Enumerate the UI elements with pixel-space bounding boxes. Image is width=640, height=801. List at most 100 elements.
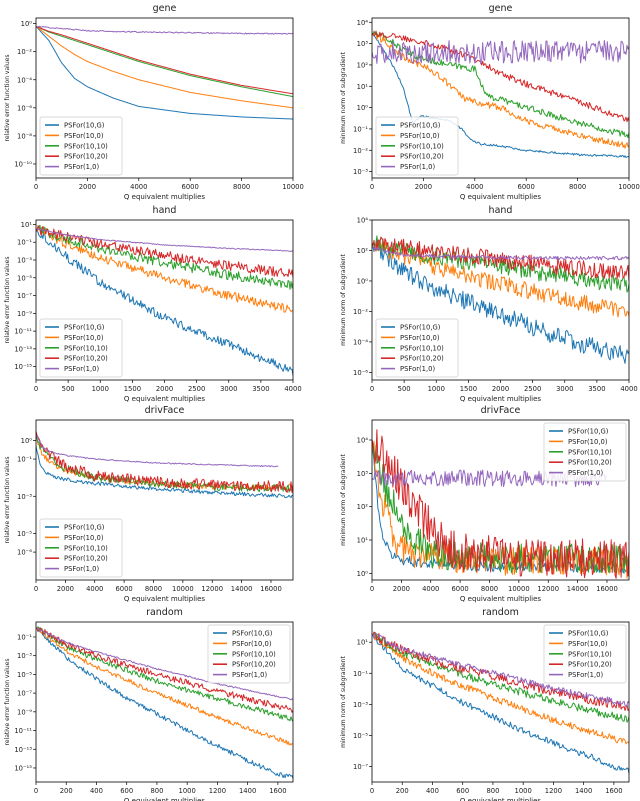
plot-frame xyxy=(371,17,630,179)
y-tick-label: 10⁻⁵ xyxy=(17,274,32,282)
series-line-40 xyxy=(372,633,629,708)
x-tick-label: 3500 xyxy=(588,385,605,393)
series-line-21 xyxy=(36,445,293,499)
y-tick-label: 10² xyxy=(357,503,369,511)
chart-2: gene Q equivalent multiplies minimum norm … xyxy=(340,3,640,201)
chart-8: random Q equivalent multiplies minimum nor… xyxy=(340,607,630,801)
x-tick-label: 4000 xyxy=(620,385,637,393)
x-axis-label: Q equivalent multiplies xyxy=(124,193,205,201)
y-tick-label: 10⁻⁵ xyxy=(17,671,32,679)
y-tick-label: 10⁻⁸ xyxy=(17,132,32,140)
legend-label: PSFor(10,20) xyxy=(400,153,444,161)
y-tick-label: 10⁻³ xyxy=(353,168,368,176)
x-tick-label: 6000 xyxy=(518,183,535,191)
chart-7: random Q equivalent multiplies relative er… xyxy=(4,607,294,801)
x-tick-label: 10000 xyxy=(618,183,640,191)
legend-label: PSFor(1,0) xyxy=(232,671,267,679)
series-line-35 xyxy=(36,627,293,701)
y-tick-label: 10¹ xyxy=(357,83,369,91)
x-tick-label: 1000 xyxy=(92,385,109,393)
y-axis-label: minimum norm of subgradient xyxy=(340,52,347,144)
legend: PSFor(10,G) PSFor(10,0) PSFor(10,10) PSFor(… xyxy=(39,318,123,378)
x-tick-label: 10000 xyxy=(172,585,194,593)
x-tick-label: 16000 xyxy=(596,585,618,593)
chart-title: hand xyxy=(153,205,177,216)
x-tick-label: 4000 xyxy=(422,585,439,593)
y-tick-label: 10⁻⁹ xyxy=(17,708,32,716)
legend: PSFor(10,G) PSFor(10,0) PSFor(10,10) PSFor(… xyxy=(375,116,459,176)
series-line-31 xyxy=(36,627,293,779)
x-tick-label: 0 xyxy=(370,585,374,593)
y-tick-label: 10⁻¹¹ xyxy=(14,328,32,336)
series-lines xyxy=(372,235,629,364)
legend-label: PSFor(1,0) xyxy=(64,365,99,373)
plot-frame xyxy=(371,419,630,581)
x-tick-label: 8000 xyxy=(569,183,586,191)
series-lines xyxy=(36,25,293,120)
legend: PSFor(10,G) PSFor(10,0) PSFor(10,10) PSFor(… xyxy=(543,422,627,482)
legend-label: PSFor(10,20) xyxy=(400,355,444,363)
series-lines xyxy=(36,431,293,499)
x-axis-label: Q equivalent multiplies xyxy=(460,595,541,603)
legend-box xyxy=(375,116,459,176)
y-tick-label: 10⁻⁵ xyxy=(17,530,32,538)
series-line-11 xyxy=(36,228,293,376)
y-tick-label: 10⁻¹⁵ xyxy=(14,764,32,772)
x-tick-label: 0 xyxy=(34,787,38,795)
y-tick-label: 10⁻⁶ xyxy=(17,549,32,557)
y-tick-label: 10⁻⁷ xyxy=(353,763,368,771)
legend-label: PSFor(10,G) xyxy=(64,324,105,332)
x-tick-label: 2000 xyxy=(415,183,432,191)
legend-label: PSFor(1,0) xyxy=(64,565,99,573)
y-tick-label: 10¹ xyxy=(357,537,369,545)
series-line-34 xyxy=(36,627,293,713)
x-axis-label: Q equivalent multiplies xyxy=(124,595,205,603)
x-tick-label: 2000 xyxy=(79,183,96,191)
y-tick-label: 10⁻⁹ xyxy=(17,310,32,318)
legend: PSFor(10,G) PSFor(10,0) PSFor(10,10) PSFor(… xyxy=(39,116,123,176)
x-tick-label: 2500 xyxy=(188,385,205,393)
y-tick-label: 10⁻³ xyxy=(353,701,368,709)
legend-label: PSFor(10,10) xyxy=(232,650,276,658)
x-tick-label: 1000 xyxy=(515,787,532,795)
y-tick-label: 10⁻⁷ xyxy=(17,292,32,300)
series-lines xyxy=(372,429,629,579)
legend-box xyxy=(375,318,459,378)
series-line-36 xyxy=(372,634,629,774)
series-line-4 xyxy=(36,25,293,95)
legend-label: PSFor(10,G) xyxy=(64,524,105,532)
series-line-3 xyxy=(36,25,293,98)
series-line-14 xyxy=(36,225,293,278)
y-tick-label: 10⁰ xyxy=(21,20,33,28)
y-tick-label: 10² xyxy=(357,61,369,69)
series-line-18 xyxy=(372,235,629,293)
x-tick-label: 1500 xyxy=(124,385,141,393)
x-tick-label: 600 xyxy=(456,787,469,795)
legend-box xyxy=(543,624,627,684)
chart-title: drivFace xyxy=(145,405,185,416)
x-tick-label: 12000 xyxy=(537,585,559,593)
legend-label: PSFor(10,20) xyxy=(568,661,612,669)
y-tick-label: 10³ xyxy=(357,470,369,478)
series-line-1 xyxy=(36,26,293,120)
legend-label: PSFor(10,0) xyxy=(64,334,104,342)
y-tick-label: 10⁻¹ xyxy=(353,125,368,133)
series-lines xyxy=(372,631,629,774)
y-axis-label: minimum norm of subgradient xyxy=(340,454,347,546)
x-tick-label: 4000 xyxy=(130,183,147,191)
y-tick-label: 10⁻¹ xyxy=(17,239,32,247)
x-axis-label: Q equivalent multiplies xyxy=(460,797,541,801)
y-tick-label: 10⁻² xyxy=(17,48,32,56)
y-tick-label: 10⁻² xyxy=(353,147,368,155)
chart-1: gene Q equivalent multiplies relative erro… xyxy=(4,3,304,201)
x-tick-label: 1400 xyxy=(239,787,256,795)
x-tick-label: 0 xyxy=(34,183,38,191)
legend-label: PSFor(10,20) xyxy=(232,661,276,669)
y-tick-label: 10⁻⁶ xyxy=(353,369,368,377)
series-line-24 xyxy=(36,431,293,493)
y-tick-label: 10² xyxy=(357,247,369,255)
x-tick-label: 10000 xyxy=(282,183,304,191)
x-tick-label: 800 xyxy=(486,787,499,795)
legend-label: PSFor(10,10) xyxy=(568,448,612,456)
legend: PSFor(10,G) PSFor(10,0) PSFor(10,10) PSFor(… xyxy=(39,518,123,578)
